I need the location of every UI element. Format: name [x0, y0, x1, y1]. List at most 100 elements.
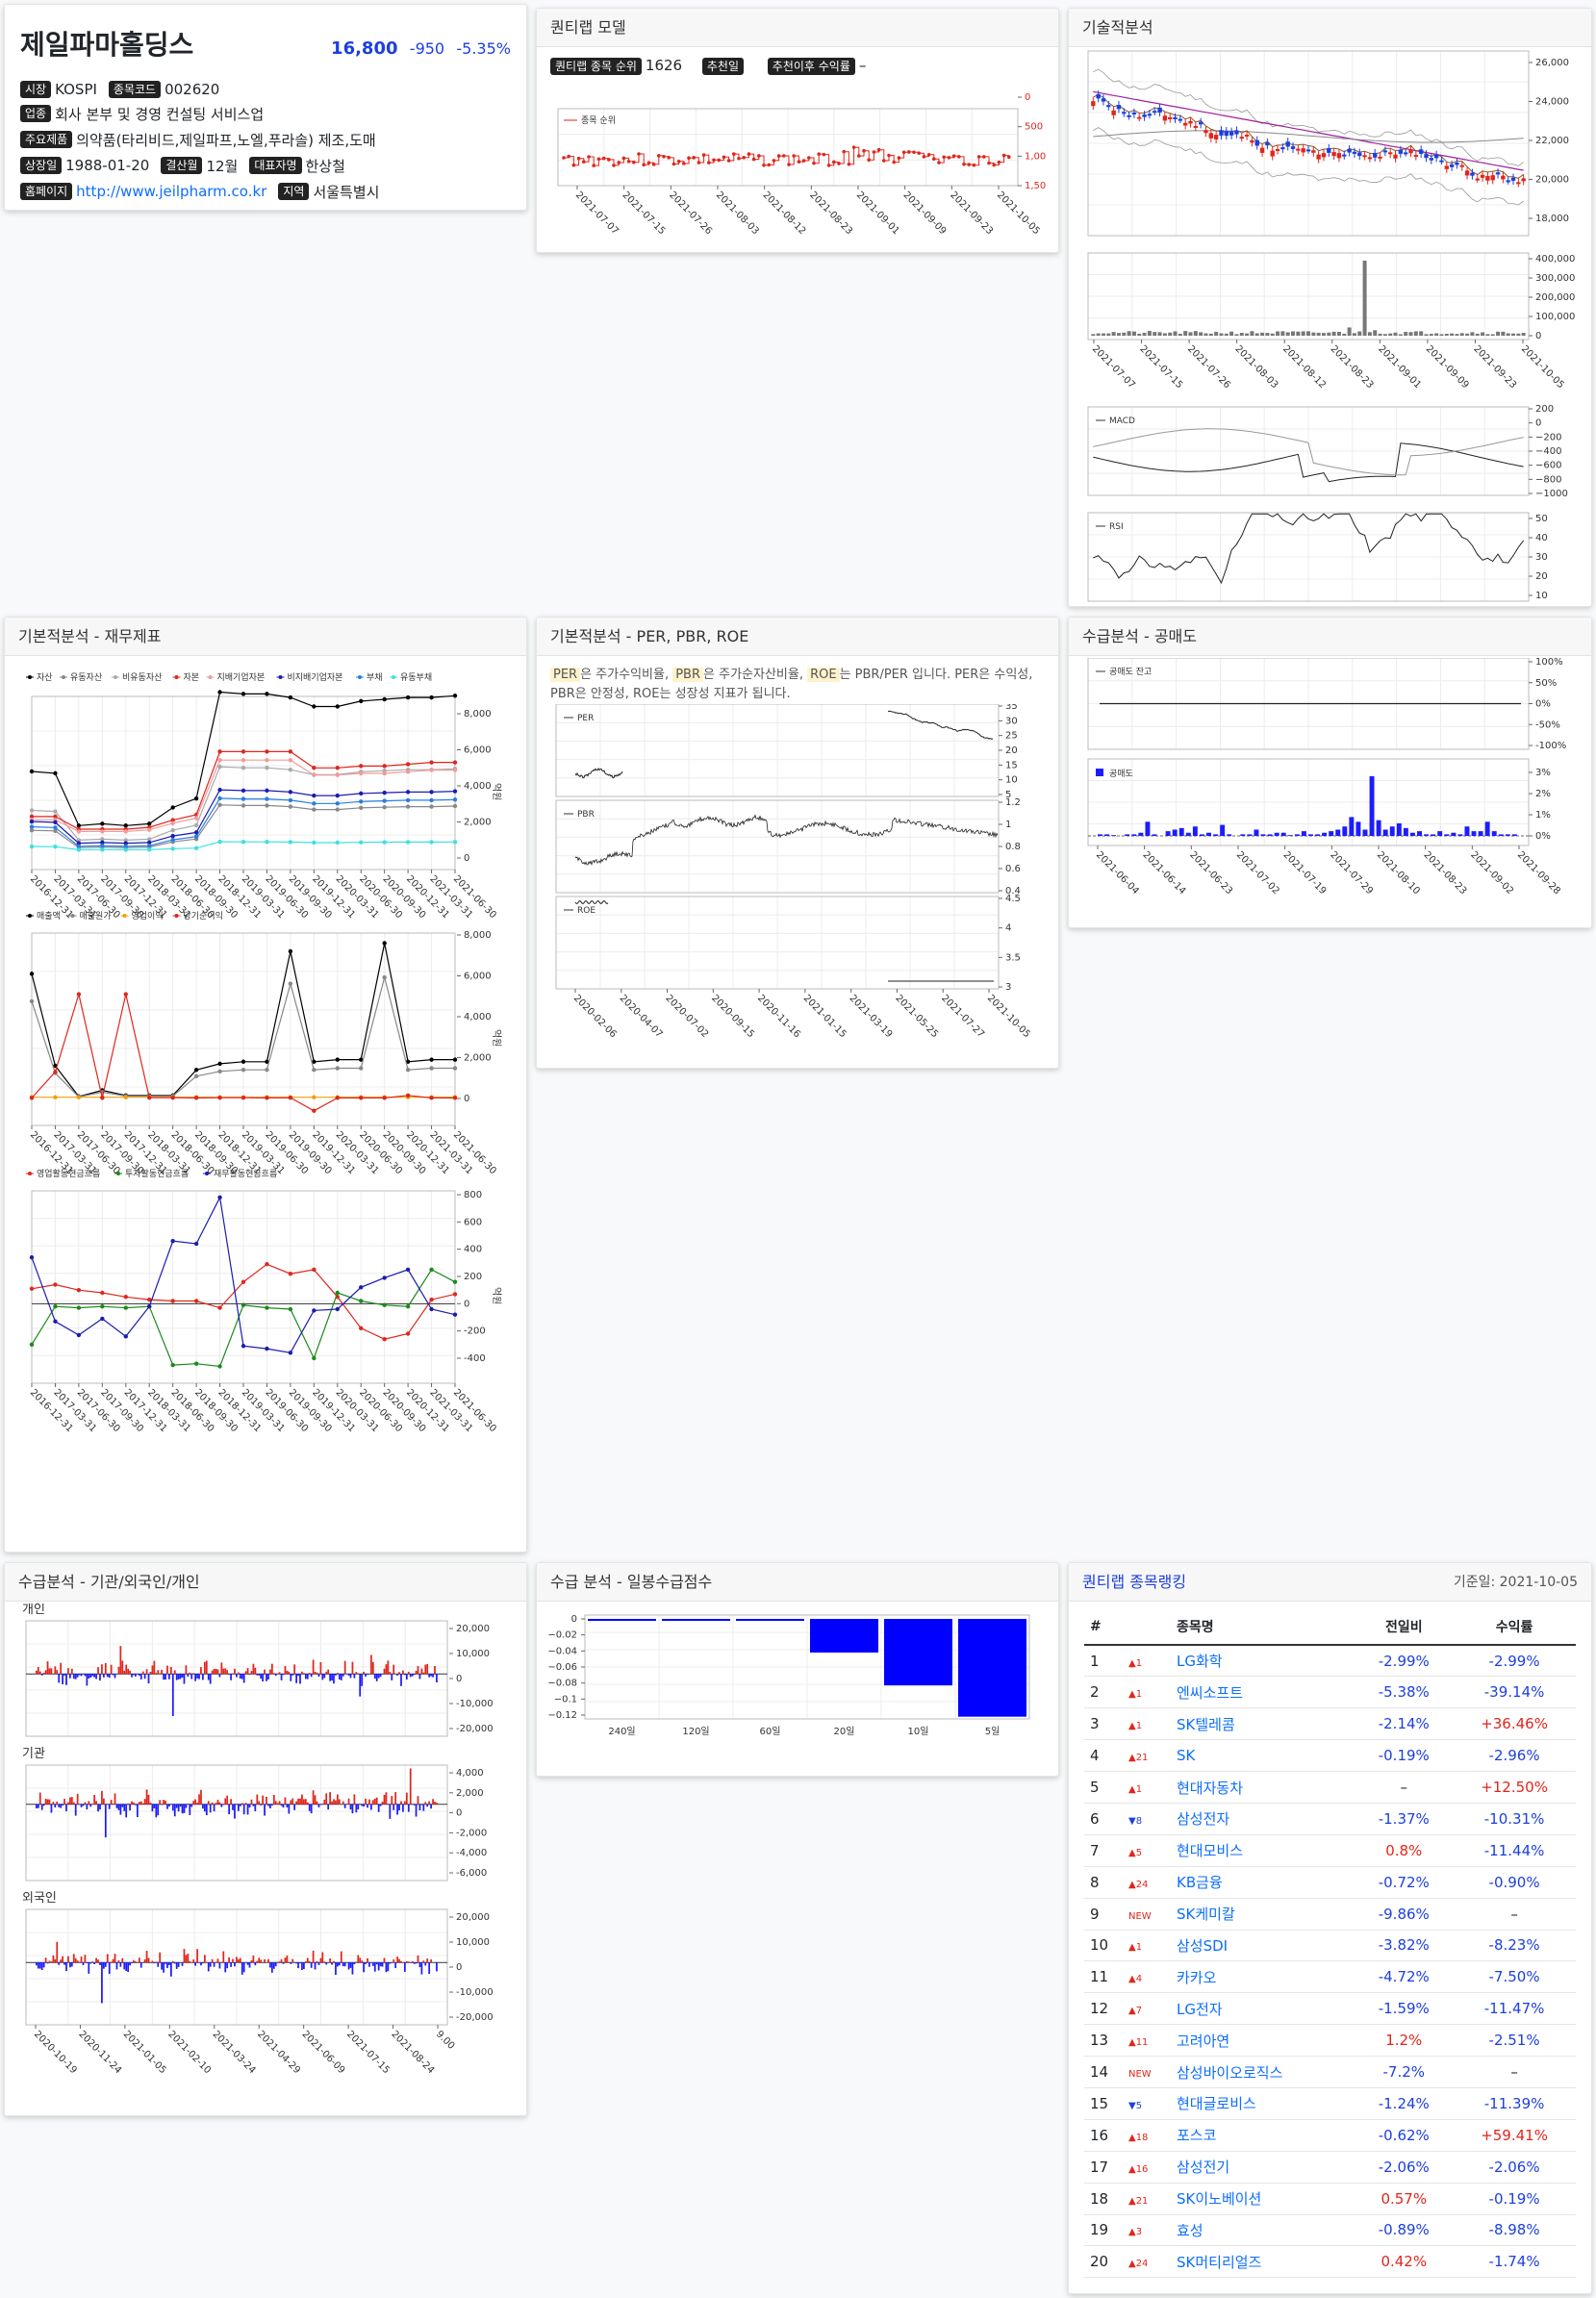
- tick-label: 0: [1535, 418, 1541, 429]
- data-point: [907, 150, 911, 154]
- quant-rank-tag: 퀀티랩 종목 순위: [550, 57, 642, 75]
- flow-bar: [141, 1803, 144, 1805]
- flow-bar: [355, 1961, 358, 1963]
- ranking-row[interactable]: 5 ▲1 현대자동차 – +12.50%: [1084, 1771, 1576, 1804]
- short-volume-bar: [1098, 834, 1102, 836]
- stock-name-link[interactable]: 현대글로비스: [1171, 2087, 1355, 2120]
- flow-bar: [413, 1962, 416, 1964]
- stock-name-link[interactable]: KB금융: [1171, 1866, 1355, 1899]
- ranking-row[interactable]: 15 ▼5 현대글로비스 -1.24% -11.39%: [1084, 2087, 1576, 2120]
- stock-name-link[interactable]: 엔씨소프트: [1171, 1676, 1355, 1709]
- ranking-row[interactable]: 16 ▲18 포스코 -0.62% +59.41%: [1084, 2119, 1576, 2152]
- ranking-row[interactable]: 3 ▲1 SK텔레콤 -2.14% +36.46%: [1084, 1707, 1576, 1741]
- stock-name-link[interactable]: SK이노베이션: [1171, 2183, 1355, 2215]
- flow-bar: [422, 1804, 425, 1811]
- flow-bar: [123, 1962, 126, 1970]
- data-point: [382, 840, 387, 845]
- ranking-row[interactable]: 1 ▲1 LG화학 -2.99% -2.99%: [1084, 1645, 1576, 1678]
- data-point: [53, 825, 58, 830]
- flow-bar: [185, 1804, 188, 1808]
- data-point: [312, 840, 317, 846]
- volume-bar: [1444, 333, 1449, 336]
- flow-bar: [239, 1957, 241, 1963]
- tick-label: 2021-10-05: [1519, 343, 1566, 391]
- short-volume-bar: [1152, 834, 1157, 836]
- stock-name-link[interactable]: 삼성전기: [1171, 2151, 1355, 2184]
- homepage-link[interactable]: http://www.jeilpharm.co.kr: [76, 183, 267, 200]
- tick-label: 2021-07-27: [939, 993, 986, 1040]
- stock-name-link[interactable]: 효성: [1171, 2214, 1355, 2247]
- flow-bar: [183, 1804, 186, 1813]
- ranking-row[interactable]: 19 ▲3 효성 -0.89% -8.98%: [1084, 2214, 1576, 2247]
- ranking-row[interactable]: 14 NEW 삼성바이오로직스 -7.2% –: [1084, 2056, 1576, 2088]
- tick-label: −800: [1535, 474, 1561, 485]
- stock-name-link[interactable]: SK케미칼: [1171, 1898, 1355, 1931]
- data-point: [405, 797, 411, 803]
- ranking-row[interactable]: 7 ▲5 현대모비스 0.8% -11.44%: [1084, 1834, 1576, 1867]
- flow-bar: [56, 1670, 59, 1675]
- ranking-row[interactable]: 10 ▲1 삼성SDI -3.82% -8.23%: [1084, 1930, 1576, 1962]
- candle-body: [1182, 122, 1188, 126]
- rec-return-value: –: [858, 57, 867, 74]
- stock-name-link[interactable]: 현대자동차: [1171, 1771, 1355, 1804]
- stock-name-link[interactable]: 포스코: [1171, 2119, 1355, 2152]
- flow-bar: [106, 1954, 109, 1963]
- flow-bar: [93, 1962, 96, 1964]
- ranking-row[interactable]: 9 NEW SK케미칼 -9.86% –: [1084, 1898, 1576, 1931]
- ranking-row[interactable]: 11 ▲4 카카오 -4.72% -7.50%: [1084, 1960, 1576, 1994]
- stock-name-link[interactable]: LG화학: [1171, 1645, 1355, 1678]
- legend-label: 매출액: [37, 910, 61, 922]
- flow-bar: [213, 1668, 215, 1675]
- flow-bar: [52, 1802, 55, 1805]
- flow-bar: [185, 1955, 188, 1963]
- market-value: KOSPI: [55, 80, 97, 98]
- ranking-row[interactable]: 20 ▲24 SK머티리얼즈 0.42% -1.74%: [1084, 2245, 1576, 2279]
- tick-label: 4,000: [464, 1012, 492, 1023]
- flow-bar: [226, 1962, 229, 1969]
- flow-bar: [166, 1804, 168, 1809]
- tick-label: 0: [456, 1962, 462, 1973]
- volume-bar: [1362, 260, 1367, 336]
- tick-label: 2021-01-05: [121, 2029, 168, 2076]
- candle-body: [1270, 150, 1275, 157]
- candle-body: [1413, 155, 1419, 158]
- data-point: [76, 841, 82, 846]
- flow-bar: [72, 1802, 75, 1805]
- data-point: [926, 152, 931, 157]
- volume-bar: [1254, 333, 1259, 336]
- flow-bar: [93, 1794, 96, 1805]
- stock-name-link[interactable]: 카카오: [1171, 1960, 1355, 1994]
- ranking-row[interactable]: 18 ▲21 SK이노베이션 0.57% -0.19%: [1084, 2183, 1576, 2215]
- stock-name-link[interactable]: 고려아연: [1171, 2024, 1355, 2058]
- stock-name-link[interactable]: SK텔레콤: [1171, 1707, 1355, 1741]
- ranking-row[interactable]: 17 ▲16 삼성전기 -2.06% -2.06%: [1084, 2151, 1576, 2184]
- flow-bar: [434, 1801, 436, 1805]
- rank-change: ▲18: [1123, 2119, 1171, 2152]
- stock-name-link[interactable]: SK: [1171, 1739, 1355, 1773]
- stock-name-link[interactable]: SK머티리얼즈: [1171, 2245, 1355, 2279]
- flow-bar: [82, 1962, 85, 1965]
- data-point: [312, 704, 317, 709]
- flow-bar: [250, 1671, 253, 1675]
- ranking-row[interactable]: 12 ▲7 LG전자 -1.59% -11.47%: [1084, 1992, 1576, 2026]
- stock-name-link[interactable]: 현대모비스: [1171, 1834, 1355, 1867]
- ranking-row[interactable]: 13 ▲11 고려아연 1.2% -2.51%: [1084, 2024, 1576, 2058]
- ranking-row[interactable]: 4 ▲21 SK -0.19% -2.96%: [1084, 1739, 1576, 1773]
- stock-name-link[interactable]: LG전자: [1171, 1992, 1355, 2026]
- flow-bar: [246, 1962, 249, 1965]
- data-point: [762, 163, 766, 167]
- data-point: [193, 1241, 199, 1247]
- data-point: [382, 1096, 387, 1100]
- stock-name-link[interactable]: 삼성SDI: [1171, 1930, 1355, 1962]
- stock-name-link[interactable]: 삼성바이오로직스: [1171, 2056, 1355, 2088]
- stock-name-link[interactable]: 삼성전자: [1171, 1803, 1355, 1835]
- ranking-row[interactable]: 8 ▲24 KB금융 -0.72% -0.90%: [1084, 1866, 1576, 1899]
- data-point: [429, 1096, 434, 1100]
- ranking-row[interactable]: 2 ▲1 엔씨소프트 -5.38% -39.14%: [1084, 1676, 1576, 1709]
- ranking-row[interactable]: 6 ▼8 삼성전자 -1.37% -10.31%: [1084, 1803, 1576, 1835]
- flow-bar: [44, 1798, 47, 1805]
- return-value: -2.96%: [1453, 1739, 1576, 1773]
- flow-bar: [153, 1660, 156, 1675]
- data-point: [382, 1275, 387, 1280]
- flow-bar: [389, 1962, 392, 1964]
